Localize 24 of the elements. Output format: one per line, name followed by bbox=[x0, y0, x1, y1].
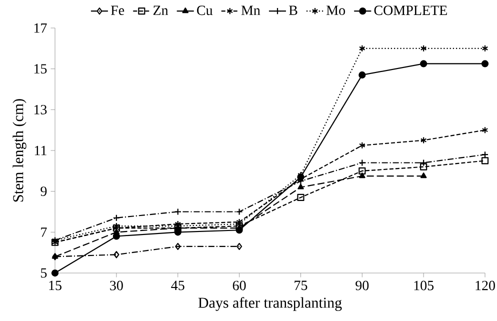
y-tick-label: 9 bbox=[40, 186, 47, 196]
x-tick-label: 15 bbox=[49, 280, 62, 290]
y-tick-label: 11 bbox=[34, 146, 46, 156]
y-axis-title: Stem length (cm) bbox=[12, 99, 26, 202]
legend-label: Zn bbox=[153, 6, 168, 15]
x-tick-label: 30 bbox=[110, 280, 123, 290]
x-axis-title: Days after transplanting bbox=[198, 297, 342, 311]
x-tick-label: 60 bbox=[232, 280, 246, 290]
legend-label: COMPLETE bbox=[374, 6, 447, 16]
y-tick-label: 13 bbox=[34, 104, 47, 114]
y-tick-label: 17 bbox=[34, 23, 47, 33]
x-tick-label: 75 bbox=[294, 280, 308, 290]
legend-label: Fe bbox=[110, 6, 124, 16]
y-tick-label: 15 bbox=[34, 64, 47, 74]
legend-label: Mo bbox=[326, 6, 346, 16]
y-tick-label: 7 bbox=[41, 228, 47, 237]
legend-label: Cu bbox=[197, 6, 213, 16]
y-tick-label: 5 bbox=[41, 268, 47, 278]
legend-label: Mn bbox=[241, 6, 260, 15]
x-tick-label: 90 bbox=[356, 280, 369, 290]
x-tick-label: 120 bbox=[476, 280, 495, 290]
x-tick-label: 45 bbox=[171, 280, 184, 290]
x-tick-label: 105 bbox=[414, 280, 434, 290]
legend-label: B bbox=[289, 6, 298, 15]
